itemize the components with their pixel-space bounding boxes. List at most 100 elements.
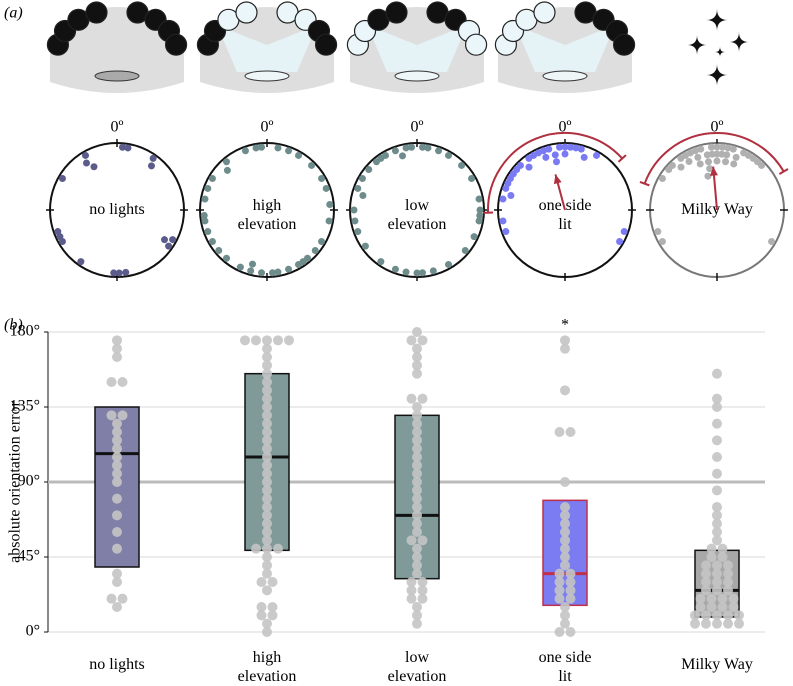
- polar-dot: [654, 228, 662, 236]
- star-icon: [706, 64, 728, 86]
- polar-dot: [722, 158, 730, 166]
- polar-dot: [318, 175, 326, 182]
- polar-dot: [758, 161, 766, 169]
- data-point: [412, 610, 422, 621]
- polar-dot: [318, 238, 326, 245]
- data-point: [712, 485, 722, 496]
- data-point: [262, 502, 272, 512]
- data-point: [560, 335, 570, 346]
- polar-dot: [54, 228, 62, 236]
- polar-dot: [149, 154, 157, 162]
- data-point: [712, 518, 722, 529]
- data-point: [560, 535, 570, 546]
- polar-dot: [351, 217, 359, 225]
- data-point: [112, 568, 122, 579]
- data-point: [112, 477, 122, 487]
- data-point: [112, 543, 122, 554]
- data-point: [112, 418, 122, 429]
- data-point: [717, 602, 728, 612]
- light-beam: [367, 25, 467, 72]
- data-point: [417, 577, 428, 587]
- data-point: [262, 410, 272, 421]
- polar-dot: [402, 144, 410, 152]
- data-point: [723, 560, 733, 571]
- data-point: [112, 493, 122, 504]
- polar-dot: [358, 175, 366, 182]
- data-point: [106, 593, 117, 604]
- condition-label: one side lit: [538, 197, 592, 233]
- data-point: [712, 568, 722, 579]
- data-point: [554, 427, 565, 437]
- polar-dot: [402, 268, 410, 276]
- data-point: [112, 427, 122, 437]
- light-icon: [612, 33, 636, 56]
- polar-dot: [713, 143, 721, 151]
- data-point: [412, 527, 422, 537]
- data-point: [717, 543, 728, 554]
- data-point: [412, 477, 422, 487]
- data-point: [554, 627, 565, 637]
- y-tick-label: 0°: [26, 623, 40, 640]
- zero-label: 0º: [411, 119, 424, 136]
- polar-dot: [476, 211, 484, 219]
- polar-dot: [215, 246, 223, 254]
- panel-label: (b): [4, 317, 23, 334]
- data-point: [251, 335, 261, 346]
- data-point: [560, 502, 570, 512]
- data-point: [712, 402, 722, 412]
- polar-dot: [445, 151, 452, 159]
- polar-dot: [274, 268, 282, 276]
- data-point: [712, 368, 722, 379]
- data-point: [112, 335, 122, 346]
- data-point: [112, 352, 122, 362]
- polar-dot: [252, 144, 260, 152]
- data-point: [734, 610, 744, 621]
- data-point: [560, 543, 570, 554]
- polar-dot: [458, 161, 466, 169]
- data-point: [262, 468, 272, 479]
- y-tick-label: 45°: [18, 548, 40, 565]
- polar-dot: [359, 192, 367, 200]
- data-point: [412, 452, 422, 462]
- data-point: [262, 477, 272, 487]
- polar-dot: [552, 158, 560, 166]
- polar-dot: [201, 195, 209, 203]
- polar-dot: [83, 159, 91, 167]
- data-point: [560, 343, 570, 354]
- data-point: [712, 618, 722, 629]
- data-point: [712, 418, 722, 429]
- polar-dot: [160, 236, 168, 244]
- polar-dot: [147, 162, 155, 170]
- condition-label: low elevation: [387, 197, 447, 233]
- x-tick-label: high elevation: [237, 649, 297, 685]
- data-point: [412, 502, 422, 512]
- data-point: [262, 493, 272, 504]
- mean-arrowhead: [710, 166, 718, 176]
- polar-dot: [236, 263, 244, 271]
- data-point: [723, 610, 733, 621]
- data-point: [262, 427, 272, 437]
- data-point: [712, 535, 722, 546]
- polar-dot: [258, 269, 266, 277]
- data-point: [256, 577, 267, 587]
- x-tick-label: low elevation: [387, 649, 447, 685]
- data-point: [690, 610, 700, 621]
- data-point: [262, 560, 272, 571]
- polar-dot: [399, 152, 407, 160]
- data-point: [712, 452, 722, 462]
- polar-dot: [768, 238, 776, 245]
- data-point: [262, 352, 272, 362]
- light-beam: [217, 25, 317, 72]
- data-point: [560, 518, 570, 529]
- data-point: [712, 435, 722, 446]
- data-point: [262, 552, 272, 562]
- data-point: [712, 502, 722, 512]
- polar-dot: [110, 269, 118, 277]
- data-point: [412, 360, 422, 371]
- polar-dot: [704, 172, 712, 180]
- data-point: [262, 460, 272, 471]
- polar-dot: [204, 184, 212, 192]
- disc-icon: [394, 70, 440, 82]
- polar-dot: [361, 242, 369, 250]
- polar-dot: [122, 268, 130, 276]
